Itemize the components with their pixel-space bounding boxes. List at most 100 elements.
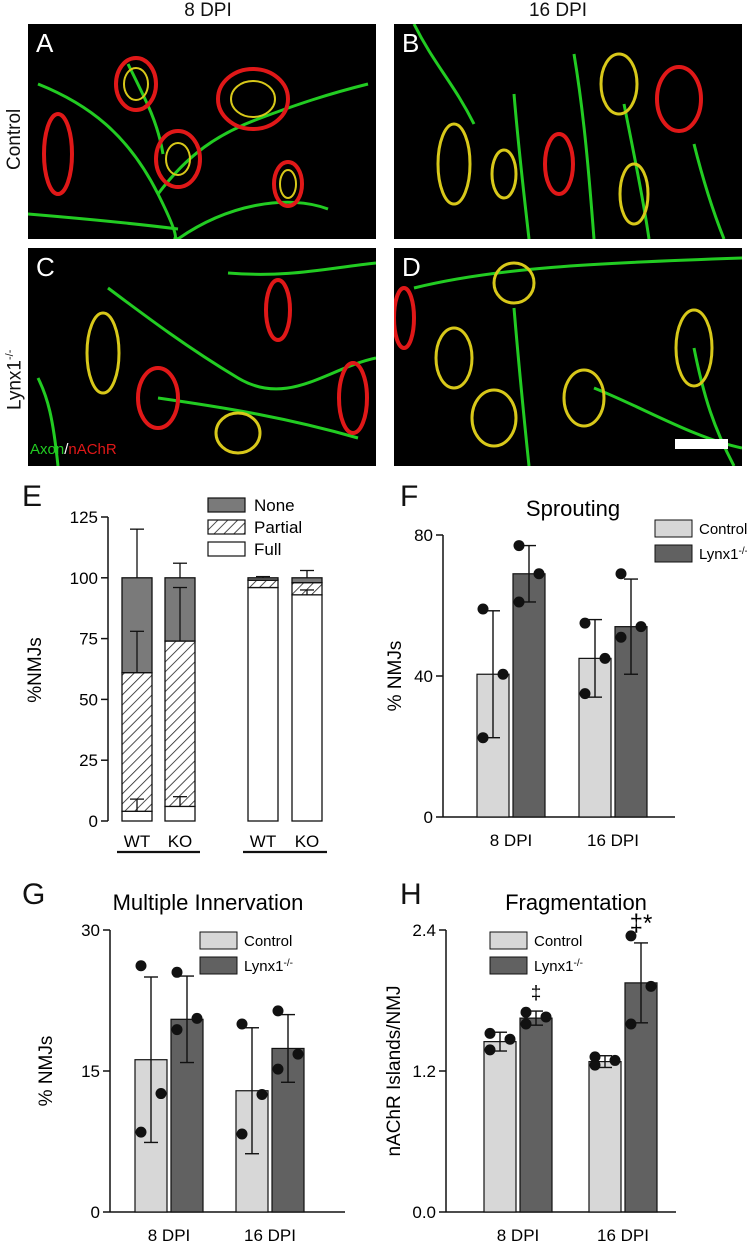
chart-h-y-tick-label: 1.2 — [412, 1062, 436, 1081]
micrograph-a: A — [28, 24, 376, 239]
chart-g-data-point — [236, 1018, 248, 1030]
chart-g-title: Multiple Innervation — [113, 890, 304, 915]
stain-legend-axon: Axon — [30, 441, 65, 458]
row-label-lynx1-sup: -/- — [4, 349, 16, 360]
row-label-lynx1: Lynx1-/- — [4, 350, 26, 410]
chart-h-data-point — [625, 930, 637, 942]
chart-e-y-tick-label: 125 — [70, 508, 98, 527]
chart-g-data-point — [171, 1024, 183, 1036]
chart-e-y-tick-label: 0 — [89, 812, 98, 831]
chart-f-bar-lynx1 — [512, 573, 546, 818]
stain-legend-separator: / — [64, 441, 69, 458]
chart-f-data-point — [599, 652, 611, 664]
chart-h-data-point — [520, 1006, 532, 1018]
chart-e-bar-full — [121, 810, 153, 822]
chart-g-data-point — [171, 966, 183, 978]
chart-f-data-point — [513, 596, 525, 608]
chart-e-x-tick-label: KO — [168, 832, 193, 851]
chart-g-legend-superscript: -/- — [283, 958, 292, 969]
chart-e-bar-none — [247, 577, 279, 581]
chart-h-legend-label: Lynx1-/- — [534, 958, 583, 976]
chart-f-data-point — [615, 631, 627, 643]
chart-g-legend-label: Lynx1-/- — [244, 958, 293, 976]
chart-h-x-tick-label: 8 DPI — [497, 1226, 540, 1245]
chart-f-y-tick-label: 40 — [414, 667, 433, 686]
chart-g-legend-swatch — [199, 956, 238, 975]
chart-g-data-point — [135, 960, 147, 972]
chart-h-x-tick-label: 16 DPI — [597, 1226, 649, 1245]
chart-e-bar-partial — [164, 640, 196, 808]
panel-label-g: G — [22, 878, 46, 911]
chart-f-data-point — [579, 688, 591, 700]
chart-e-legend-swatch — [207, 541, 246, 557]
chart-g-data-point — [236, 1128, 248, 1140]
column-title-8dpi: 8 DPI — [184, 0, 232, 21]
chart-e-y-tick-label: 100 — [70, 569, 98, 588]
chart-e-x-tick-label: WT — [124, 832, 150, 851]
chart-e-bar-partial — [247, 579, 279, 589]
chart-f-data-point — [477, 732, 489, 744]
chart-h-legend-label: Control — [534, 933, 582, 950]
micrograph-d-image — [394, 256, 742, 466]
chart-e-y-label: %NMJs — [25, 637, 46, 702]
chart-h: 0.0 1.2 2.4 nAChR Islands/NMJ Fragmentation 8… — [384, 890, 676, 1245]
chart-e-legend-swatch — [207, 519, 246, 535]
row-label-lynx1-text: Lynx1 — [4, 360, 26, 410]
chart-f-y-label: % NMJs — [385, 641, 406, 712]
chart-g-data-point — [135, 1126, 147, 1138]
chart-f-data-point — [513, 540, 525, 552]
chart-g-x-tick-label: 8 DPI — [148, 1226, 191, 1245]
chart-f-data-point — [497, 668, 509, 680]
chart-f-legend-superscript: -/- — [738, 546, 747, 557]
chart-e-bar-none — [291, 577, 323, 584]
stain-legend-nachr: nAChR — [68, 441, 117, 458]
chart-e-legend-label: None — [254, 496, 295, 515]
chart-g-y-label: % NMJs — [36, 1036, 57, 1107]
chart-h-y-tick-label: 0.0 — [412, 1203, 436, 1222]
chart-g: 0 15 30 % NMJs Multiple Innervation 8 DPI 16 D… — [36, 890, 345, 1245]
panel-label-e: E — [22, 480, 43, 513]
chart-e-legend-label: Full — [254, 540, 281, 559]
stain-legend: Axon/nAChR — [30, 441, 117, 458]
chart-h-legend-swatch — [489, 931, 528, 950]
chart-h-y-tick-label: 2.4 — [412, 921, 436, 940]
panel-label-f: F — [400, 480, 419, 513]
micrograph-c-image — [36, 261, 376, 466]
chart-h-data-point — [589, 1059, 601, 1071]
panel-label-h: H — [400, 878, 422, 911]
chart-e-bar-full — [247, 586, 279, 822]
chart-g-data-point — [272, 1005, 284, 1017]
panel-label-b: B — [402, 28, 420, 58]
chart-f-legend-swatch — [654, 544, 693, 563]
chart-e: 0 25 50 75 100 125 %NMJs WT KO WT KO 8 DPI 16 DPI Non… — [25, 496, 327, 860]
chart-f-x-tick-label: 8 DPI — [490, 831, 533, 850]
chart-e-x-tick-label: WT — [250, 832, 276, 851]
chart-h-bar-lynx1 — [519, 1017, 553, 1213]
micrograph-a-image — [28, 56, 369, 239]
chart-h-data-point — [609, 1054, 621, 1066]
chart-h-data-point — [520, 1018, 532, 1030]
chart-g-x-tick-label: 16 DPI — [244, 1226, 296, 1245]
chart-g-data-point — [272, 1063, 284, 1075]
chart-f-y-tick-label: 0 — [424, 808, 433, 827]
chart-e-y-tick-label: 50 — [79, 690, 98, 709]
chart-f-data-point — [579, 617, 591, 629]
chart-f-data-point — [477, 603, 489, 615]
chart-h-title: Fragmentation — [505, 890, 647, 915]
chart-h-data-point — [645, 980, 657, 992]
chart-e-bar-partial — [121, 671, 153, 812]
chart-f-title: Sprouting — [526, 496, 620, 521]
chart-g-y-tick-label: 15 — [81, 1062, 100, 1081]
chart-f-legend-label: Control — [699, 521, 747, 538]
chart-h-data-point — [484, 1044, 496, 1056]
panel-label-a: A — [36, 28, 54, 58]
chart-g-data-point — [191, 1012, 203, 1024]
chart-e-group-label: 8 DPI — [137, 857, 180, 860]
chart-g-legend-swatch — [199, 931, 238, 950]
chart-h-data-point — [484, 1027, 496, 1039]
chart-f-data-point — [635, 621, 647, 633]
chart-g-data-point — [292, 1048, 304, 1060]
chart-e-legend-swatch — [207, 497, 246, 513]
chart-e-y-tick-label: 25 — [79, 751, 98, 770]
chart-f: 0 40 80 % NMJs Sprouting 8 DPI 16 DPI Control Ly… — [385, 496, 747, 850]
